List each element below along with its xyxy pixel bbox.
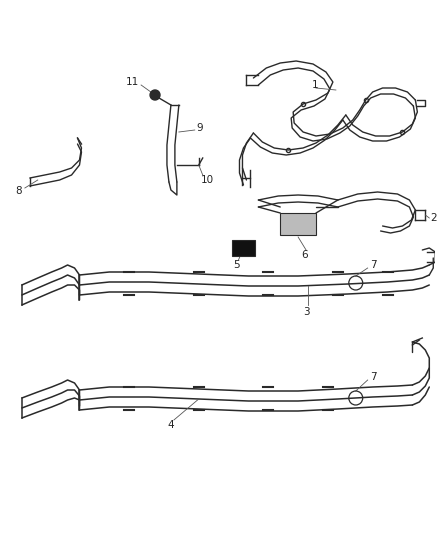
Text: 10: 10 [201, 175, 214, 185]
Circle shape [150, 90, 160, 100]
Text: 7: 7 [370, 260, 376, 270]
Text: 4: 4 [168, 420, 174, 430]
Text: 6: 6 [301, 250, 307, 260]
Text: 5: 5 [233, 260, 240, 270]
Bar [232, 240, 255, 256]
Text: 2: 2 [430, 213, 437, 223]
Text: 8: 8 [15, 186, 22, 196]
Bar [280, 213, 316, 235]
Text: 9: 9 [197, 123, 203, 133]
Text: 7: 7 [370, 372, 376, 382]
Text: 1: 1 [311, 80, 318, 90]
Text: 3: 3 [303, 307, 309, 317]
Text: 11: 11 [126, 77, 139, 87]
